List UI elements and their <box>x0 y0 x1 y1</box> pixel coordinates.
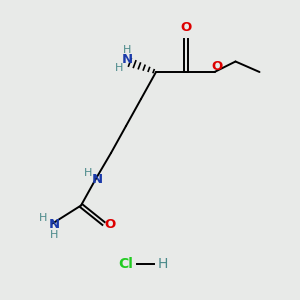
Text: N: N <box>92 172 103 186</box>
Text: H: H <box>158 257 168 271</box>
Text: H: H <box>39 213 48 223</box>
Text: Cl: Cl <box>118 257 133 271</box>
Text: O: O <box>104 218 116 231</box>
Text: N: N <box>122 52 133 66</box>
Text: H: H <box>115 63 123 73</box>
Text: H: H <box>83 168 92 178</box>
Text: N: N <box>48 218 60 231</box>
Text: O: O <box>180 21 192 34</box>
Text: H: H <box>123 45 132 55</box>
Text: H: H <box>50 230 58 240</box>
Text: O: O <box>211 60 223 73</box>
